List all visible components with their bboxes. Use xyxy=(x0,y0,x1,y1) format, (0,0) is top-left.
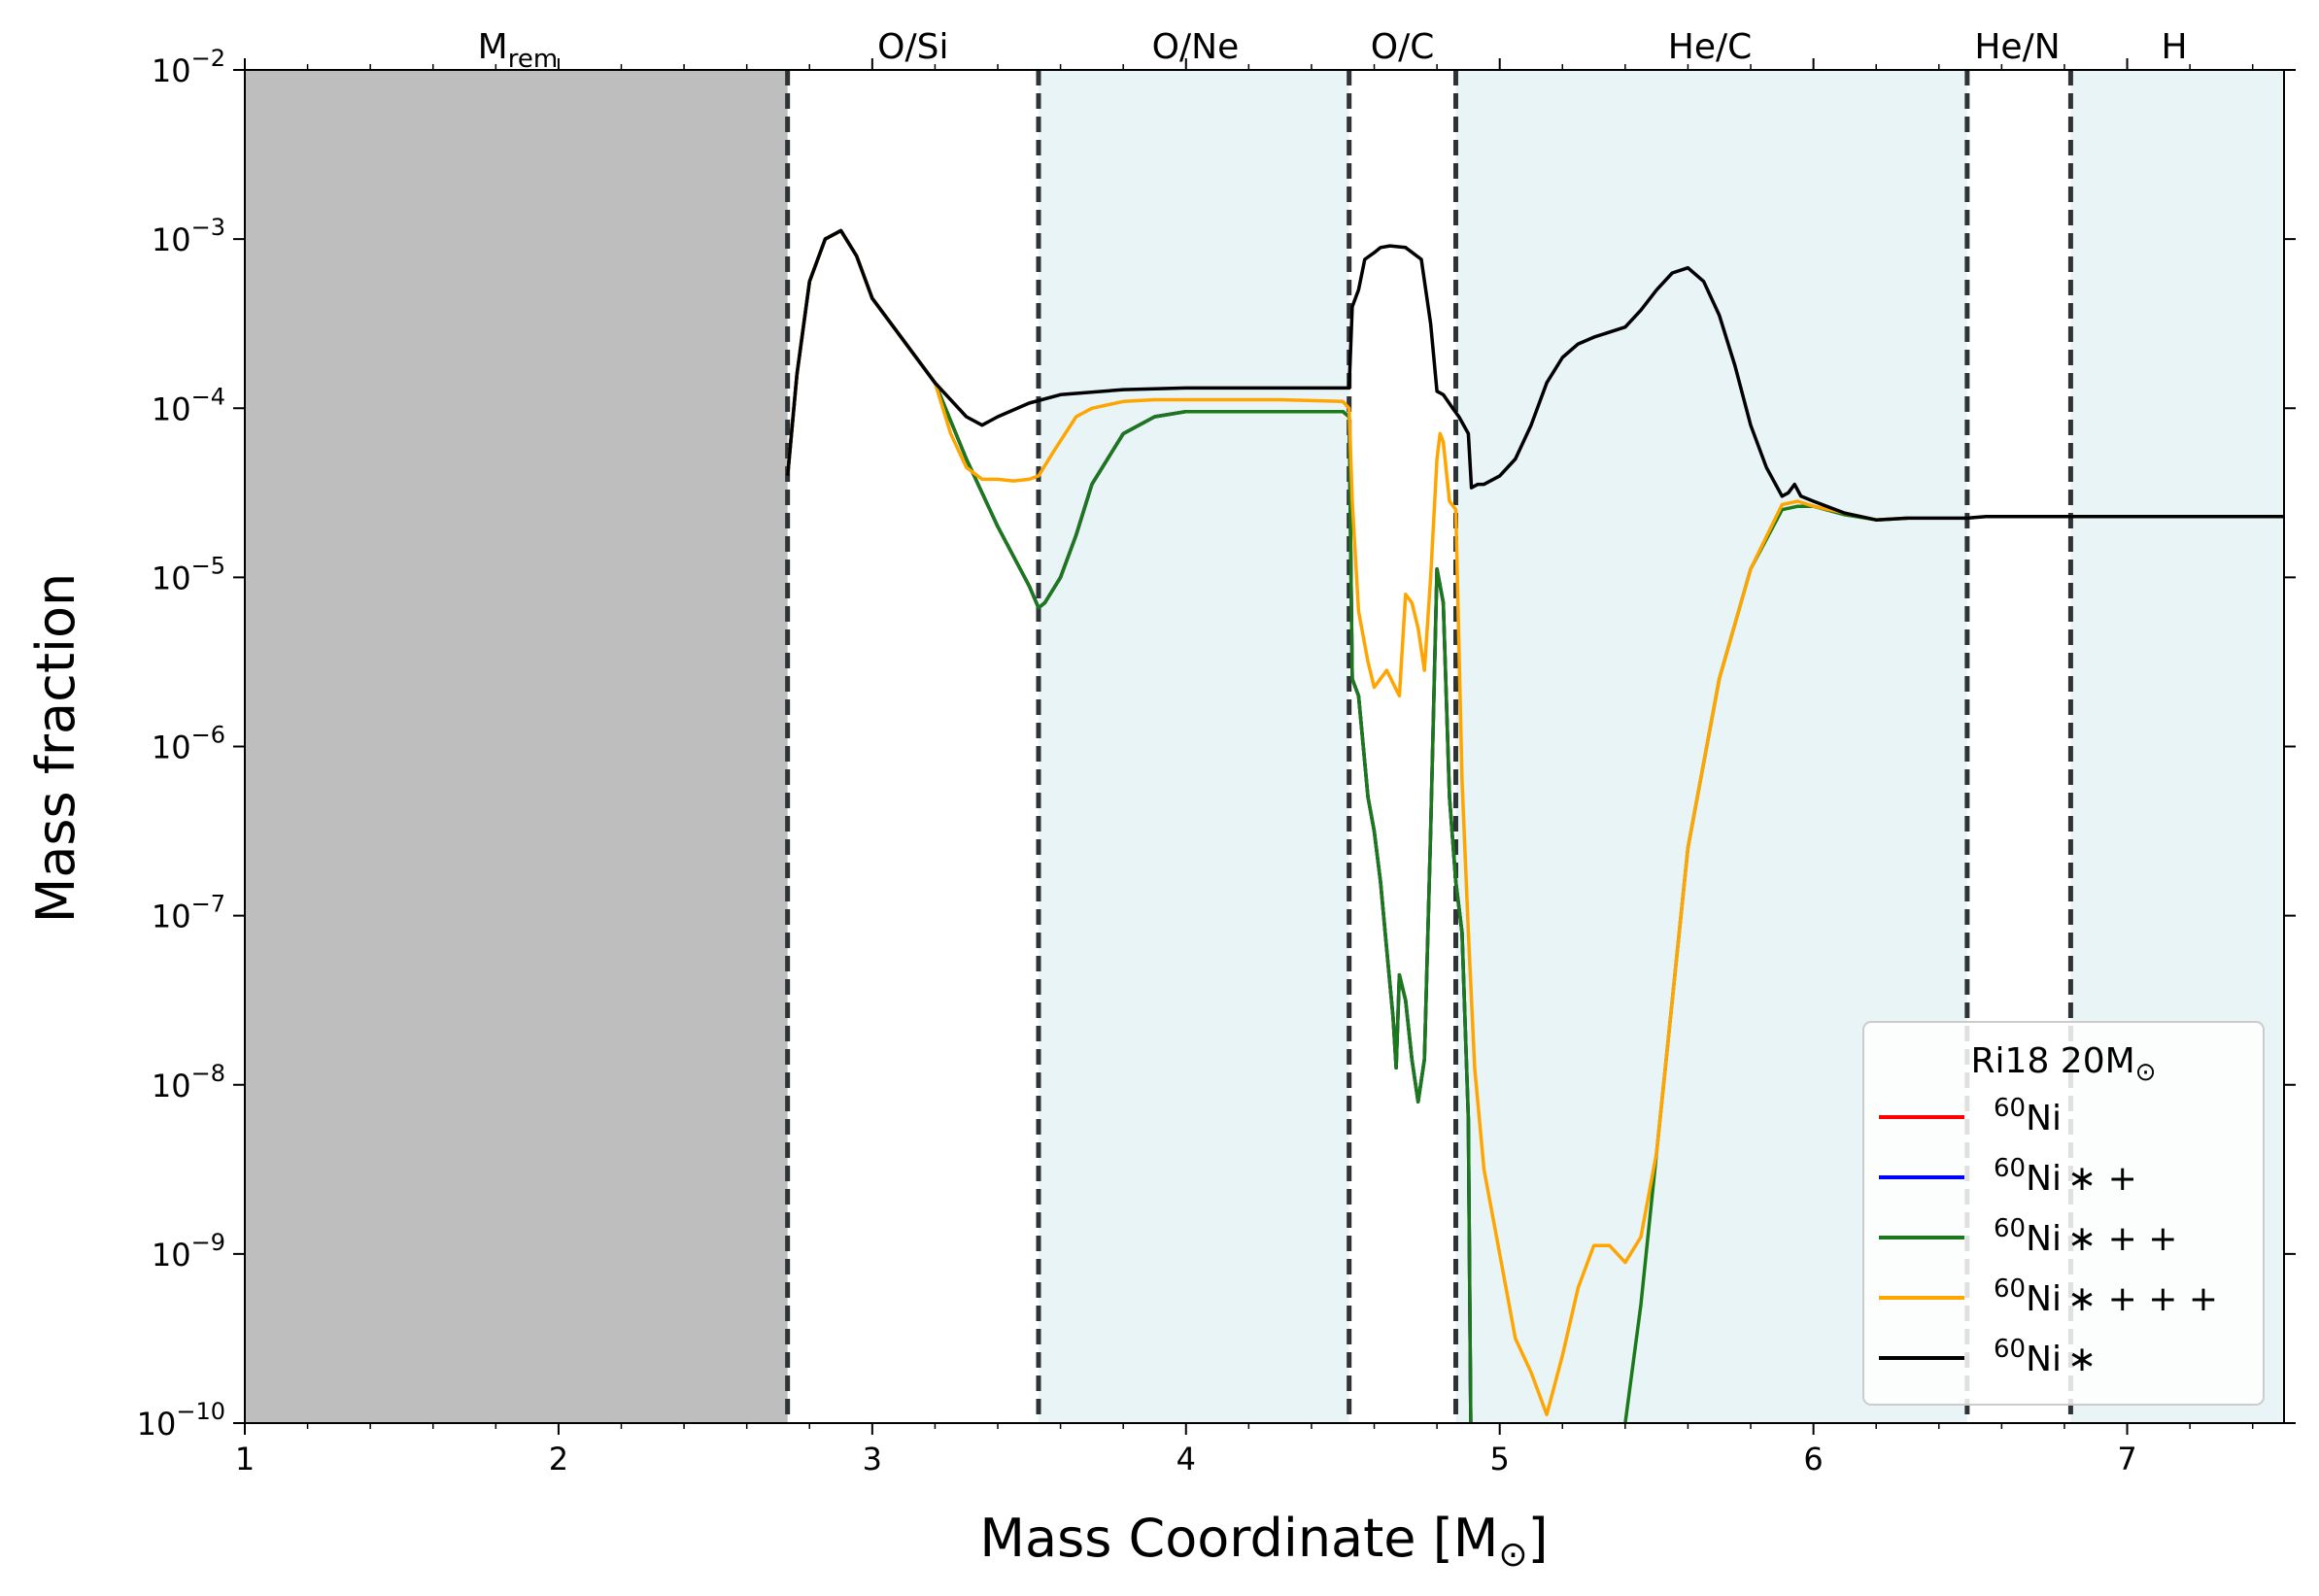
zone-boundaries xyxy=(785,70,2073,1423)
series-line-60Ni* xyxy=(785,228,2284,522)
legend-label: 60Ni ∗ + + xyxy=(1994,1214,2177,1259)
axis-ticks: 1 2 3 4 5 6 7 10−10 10−9 10−8 10−7 10−6 10−5 10−4 10−3… xyxy=(137,45,2296,1477)
legend-title: Ri18 20M⊙ xyxy=(1971,1041,2157,1087)
series-line-60Ni*++ xyxy=(785,228,1908,1423)
y-tick-label: 10−3 xyxy=(152,214,225,258)
x-tick-label: 2 xyxy=(549,1441,568,1477)
zone-label: He/C xyxy=(1668,27,1752,67)
data-series xyxy=(785,228,2284,1423)
y-tick-label: 10−10 xyxy=(137,1398,225,1443)
series-line-60Ni*+++ xyxy=(785,228,1908,1417)
x-tick-label: 5 xyxy=(1490,1441,1510,1477)
zone-labels: Mrem O/Si O/Ne O/C He/C He/N H xyxy=(478,27,2188,74)
x-tick-label: 1 xyxy=(235,1441,255,1477)
background-regions xyxy=(245,70,2284,1423)
x-tick-label: 7 xyxy=(2117,1441,2136,1477)
zone-label: H xyxy=(2161,27,2187,67)
zone-label: O/Si xyxy=(877,27,948,67)
y-tick-label: 10−4 xyxy=(152,383,225,427)
legend-label: 60Ni ∗ xyxy=(1994,1335,2097,1379)
y-tick-label: 10−5 xyxy=(152,552,225,596)
y-tick-label: 10−7 xyxy=(152,891,225,935)
zone-label: O/Ne xyxy=(1152,27,1240,67)
y-tick-label: 10−8 xyxy=(152,1060,225,1104)
zone-label: Mrem xyxy=(478,27,559,74)
y-tick-label: 10−6 xyxy=(152,722,225,766)
zone-label: He/N xyxy=(1974,27,2060,67)
x-tick-label: 4 xyxy=(1177,1441,1196,1477)
x-tick-label: 6 xyxy=(1803,1441,1823,1477)
y-tick-label: 10−9 xyxy=(152,1229,225,1273)
legend-entries: 60Ni 60Ni ∗ + 60Ni ∗ + + 60Ni ∗ + + + 60Ni ∗ xyxy=(1879,1094,2218,1379)
legend-label: 60Ni ∗ + + + xyxy=(1994,1274,2218,1319)
x-tick-label: 3 xyxy=(863,1441,882,1477)
legend: Ri18 20M⊙ 60Ni 60Ni ∗ + 60Ni ∗ + + 60Ni ∗ + + … xyxy=(1862,1021,2265,1406)
zone-label: O/C xyxy=(1371,27,1435,67)
remnant-region xyxy=(245,70,788,1423)
x-axis-title: Mass Coordinate [M⊙] xyxy=(979,1508,1548,1575)
legend-label: 60Ni ∗ + xyxy=(1994,1154,2137,1199)
legend-label: 60Ni xyxy=(1994,1094,2062,1138)
shell-region xyxy=(1038,70,1349,1423)
y-tick-label: 10−2 xyxy=(152,45,225,89)
y-axis-title: Mass fraction xyxy=(25,573,86,924)
